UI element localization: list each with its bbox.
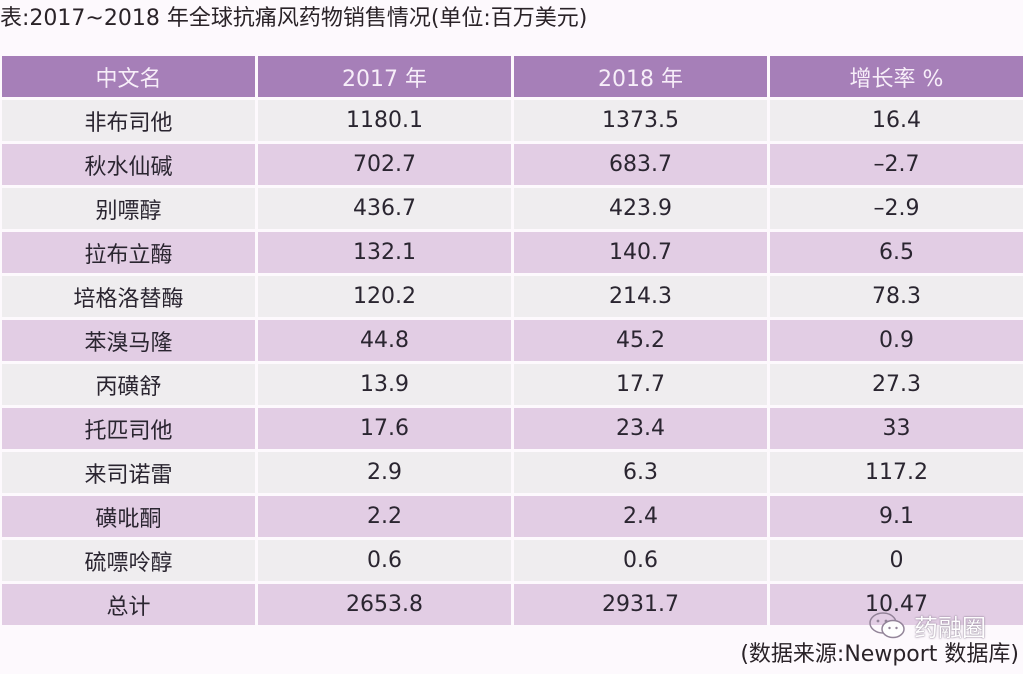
total-growth: 10.47 (770, 584, 1023, 625)
drug-name: 托匹司他 (2, 408, 255, 449)
table-row: 磺吡酮 2.2 2.4 9.1 (2, 496, 1023, 537)
table-row: 来司诺雷 2.9 6.3 117.2 (2, 452, 1023, 493)
sales-2018: 140.7 (514, 232, 767, 273)
header-name: 中文名 (2, 56, 255, 97)
growth-rate: –2.9 (770, 188, 1023, 229)
data-source-note: (数据来源:Newport 数据库) (740, 642, 1019, 667)
sales-2018: 2.4 (514, 496, 767, 537)
table-row: 培格洛替酶 120.2 214.3 78.3 (2, 276, 1023, 317)
drug-name: 苯溴马隆 (2, 320, 255, 361)
sales-2017: 13.9 (258, 364, 511, 405)
table-title: 表:2017~2018 年全球抗痛风药物销售情况(单位:百万美元) (0, 6, 588, 31)
growth-rate: 0 (770, 540, 1023, 581)
drug-name: 非布司他 (2, 100, 255, 141)
sales-2017: 44.8 (258, 320, 511, 361)
table-row: 拉布立酶 132.1 140.7 6.5 (2, 232, 1023, 273)
sales-2017: 17.6 (258, 408, 511, 449)
total-label: 总计 (2, 584, 255, 625)
sales-2017: 702.7 (258, 144, 511, 185)
header-2017: 2017 年 (258, 56, 511, 97)
sales-2018: 17.7 (514, 364, 767, 405)
drug-name: 磺吡酮 (2, 496, 255, 537)
sales-2017: 120.2 (258, 276, 511, 317)
watermark: 药融圈 (868, 608, 986, 643)
growth-rate: –2.7 (770, 144, 1023, 185)
total-row: 总计 2653.8 2931.7 10.47 (2, 584, 1023, 625)
sales-2018: 45.2 (514, 320, 767, 361)
drug-name: 硫嘌呤醇 (2, 540, 255, 581)
drug-name: 别嘌醇 (2, 188, 255, 229)
sales-2017: 2.9 (258, 452, 511, 493)
table-row: 丙磺舒 13.9 17.7 27.3 (2, 364, 1023, 405)
drug-name: 培格洛替酶 (2, 276, 255, 317)
table-row: 硫嘌呤醇 0.6 0.6 0 (2, 540, 1023, 581)
growth-rate: 6.5 (770, 232, 1023, 273)
sales-2018: 423.9 (514, 188, 767, 229)
table-row: 托匹司他 17.6 23.4 33 (2, 408, 1023, 449)
drug-name: 来司诺雷 (2, 452, 255, 493)
growth-rate: 9.1 (770, 496, 1023, 537)
sales-2017: 132.1 (258, 232, 511, 273)
total-2017: 2653.8 (258, 584, 511, 625)
table-row: 别嘌醇 436.7 423.9 –2.9 (2, 188, 1023, 229)
sales-2018: 6.3 (514, 452, 767, 493)
header-2018: 2018 年 (514, 56, 767, 97)
table-row: 秋水仙碱 702.7 683.7 –2.7 (2, 144, 1023, 185)
growth-rate: 27.3 (770, 364, 1023, 405)
sales-table: 中文名 2017 年 2018 年 增长率 % 非布司他 1180.1 1373… (0, 53, 1023, 628)
drug-name: 丙磺舒 (2, 364, 255, 405)
table-row: 苯溴马隆 44.8 45.2 0.9 (2, 320, 1023, 361)
sales-2017: 2.2 (258, 496, 511, 537)
wechat-icon (868, 610, 908, 642)
drug-name: 秋水仙碱 (2, 144, 255, 185)
growth-rate: 16.4 (770, 100, 1023, 141)
sales-2017: 0.6 (258, 540, 511, 581)
sales-2018: 0.6 (514, 540, 767, 581)
growth-rate: 0.9 (770, 320, 1023, 361)
total-2018: 2931.7 (514, 584, 767, 625)
header-row: 中文名 2017 年 2018 年 增长率 % (2, 56, 1023, 97)
growth-rate: 117.2 (770, 452, 1023, 493)
growth-rate: 33 (770, 408, 1023, 449)
watermark-text: 药融圈 (914, 614, 986, 642)
header-growth: 增长率 % (770, 56, 1023, 97)
sales-2017: 436.7 (258, 188, 511, 229)
drug-name: 拉布立酶 (2, 232, 255, 273)
sales-2018: 23.4 (514, 408, 767, 449)
growth-rate: 78.3 (770, 276, 1023, 317)
sales-2018: 683.7 (514, 144, 767, 185)
table-row: 非布司他 1180.1 1373.5 16.4 (2, 100, 1023, 141)
sales-2018: 1373.5 (514, 100, 767, 141)
sales-2018: 214.3 (514, 276, 767, 317)
sales-2017: 1180.1 (258, 100, 511, 141)
